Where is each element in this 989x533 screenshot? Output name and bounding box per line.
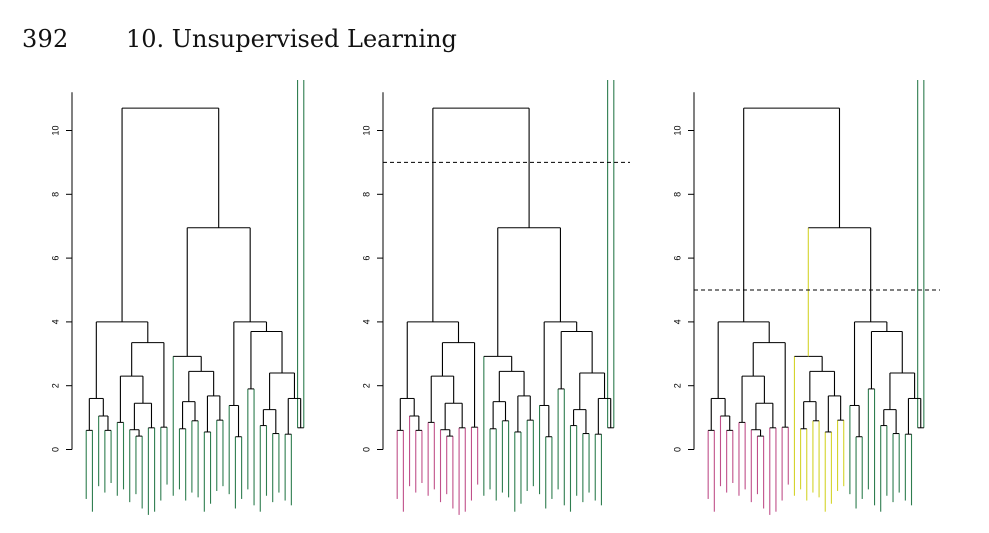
- y-tick-label: 0: [672, 447, 682, 452]
- y-tick-label: 2: [50, 383, 60, 388]
- y-tick-label: 6: [50, 256, 60, 261]
- page-header: 392 10. Unsupervised Learning: [0, 0, 989, 70]
- y-tick-label: 10: [50, 125, 60, 135]
- y-tick-label: 0: [361, 447, 371, 452]
- y-tick-label: 8: [361, 192, 371, 197]
- y-tick-label: 0: [50, 447, 60, 452]
- dendrogram-svg: 0 2 4 6 8 10 0 2 4 6 8 10 0 2 4 6 8 10: [50, 0, 940, 515]
- y-tick-label: 8: [672, 192, 682, 197]
- page-number: 392: [22, 25, 69, 53]
- y-tick-label: 10: [361, 125, 371, 135]
- y-tick-label: 4: [50, 319, 60, 324]
- y-tick-label: 8: [50, 192, 60, 197]
- y-tick-label: 4: [361, 319, 371, 324]
- y-tick-label: 2: [672, 383, 682, 388]
- chapter-title: 10. Unsupervised Learning: [126, 25, 457, 53]
- y-tick-label: 4: [672, 319, 682, 324]
- y-tick-label: 2: [361, 383, 371, 388]
- y-tick-label: 6: [361, 256, 371, 261]
- y-tick-label: 10: [672, 125, 682, 135]
- y-tick-label: 6: [672, 256, 682, 261]
